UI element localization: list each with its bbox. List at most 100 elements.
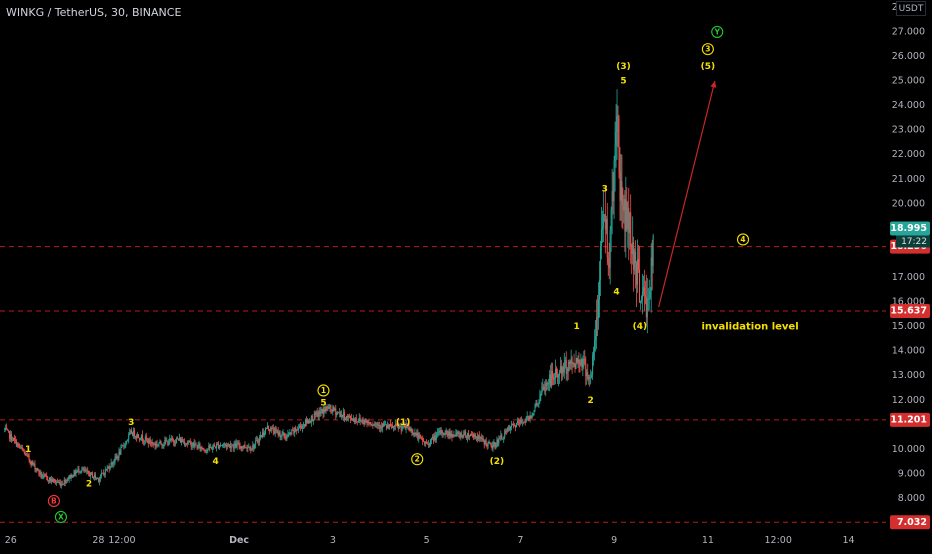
candle-body [50, 477, 52, 481]
candle-body [150, 443, 152, 445]
candle-body [76, 470, 78, 472]
candle-body [442, 433, 444, 435]
candle-body [91, 472, 93, 474]
candle-body [288, 433, 290, 435]
price-axis[interactable]: 28.00027.00026.00025.00024.00023.00022.0… [890, 2, 930, 530]
candle-body [266, 425, 268, 429]
candle-body [596, 317, 598, 337]
candle-body [93, 477, 95, 478]
candle-body [237, 443, 239, 445]
circled-wave-label: 1 [317, 384, 330, 397]
currency-scale-button[interactable]: USDT [896, 1, 926, 16]
candle-body [534, 405, 536, 411]
candle-body [242, 446, 244, 448]
y-tick-label: 20.000 [892, 198, 925, 209]
candle-body [151, 442, 153, 444]
candle-body [461, 433, 463, 436]
candle-body [611, 190, 613, 210]
candle-body [588, 377, 590, 380]
candle-body [464, 431, 466, 435]
candle-body [564, 360, 566, 363]
candle-body [314, 413, 316, 415]
candle-body [408, 427, 410, 429]
candle-body [73, 470, 75, 477]
candle-body [540, 393, 542, 395]
candle-body [358, 417, 360, 422]
candle-body [412, 432, 414, 436]
candle-body [231, 445, 233, 447]
candle-body [36, 468, 38, 471]
candle-body [135, 436, 137, 438]
candle-body [102, 472, 104, 474]
candle-body [245, 447, 247, 449]
candle-body [348, 416, 350, 417]
candle-body [113, 461, 115, 463]
time-axis[interactable]: 26 28 12:00 Dec 3 5 7 9 11 12:00 14 [5, 535, 855, 546]
candle-body [46, 475, 48, 477]
candle-body [454, 434, 456, 436]
candle-body [296, 430, 298, 432]
candle-body [279, 432, 281, 437]
candle-body [519, 419, 521, 424]
candle-body [380, 426, 382, 429]
candle-body [393, 426, 395, 427]
candle-body [523, 422, 525, 424]
candle-body [388, 425, 390, 428]
candle-body [582, 359, 584, 368]
candle-body [388, 424, 390, 428]
candle-body [293, 429, 295, 433]
candle-body [551, 371, 553, 386]
candle-body [282, 432, 284, 434]
candle-body [565, 360, 567, 374]
candle-body [429, 439, 431, 446]
candle-body [559, 366, 561, 372]
candle-body [423, 441, 425, 442]
candle-body [197, 445, 199, 449]
candle-body [136, 436, 138, 438]
candle-body [313, 413, 315, 420]
candle-body [573, 362, 575, 365]
candle-body [421, 437, 423, 439]
candle-body [471, 433, 473, 435]
candle-body [503, 437, 505, 439]
candle-body [356, 421, 358, 423]
candle-body [66, 479, 68, 481]
candle-body [72, 476, 74, 478]
candle-body [463, 434, 465, 438]
candle-body [572, 362, 574, 364]
candle-body [249, 446, 251, 450]
candle-body [132, 433, 134, 436]
level-badge [890, 515, 930, 530]
candle-body [9, 431, 11, 439]
candle-body [428, 443, 430, 445]
candle-body [267, 425, 269, 430]
candle-body [546, 383, 548, 385]
candle-body [571, 358, 573, 364]
candle-body [594, 340, 596, 351]
candle-body [69, 475, 71, 479]
candle-body [371, 425, 373, 427]
candle-body [248, 446, 250, 448]
candle-body [147, 439, 149, 444]
level-badge [890, 412, 930, 427]
candle-body [39, 472, 41, 475]
candle-body [373, 424, 375, 426]
candle-body [119, 451, 121, 455]
candle-body [532, 413, 534, 415]
candle-body [44, 474, 46, 476]
candle-body [210, 447, 212, 448]
candle-body [346, 415, 348, 418]
candle-body [425, 442, 427, 444]
candle-body [190, 442, 192, 448]
candle-body [437, 432, 439, 433]
circled-wave-label: B [47, 494, 60, 508]
wave-label: 5 [620, 77, 626, 87]
candle-body [580, 359, 582, 366]
candle-body [360, 420, 362, 422]
wave-circle [736, 233, 750, 246]
candle-body [499, 438, 501, 440]
candle-body [235, 442, 237, 448]
candle-body [553, 377, 555, 380]
